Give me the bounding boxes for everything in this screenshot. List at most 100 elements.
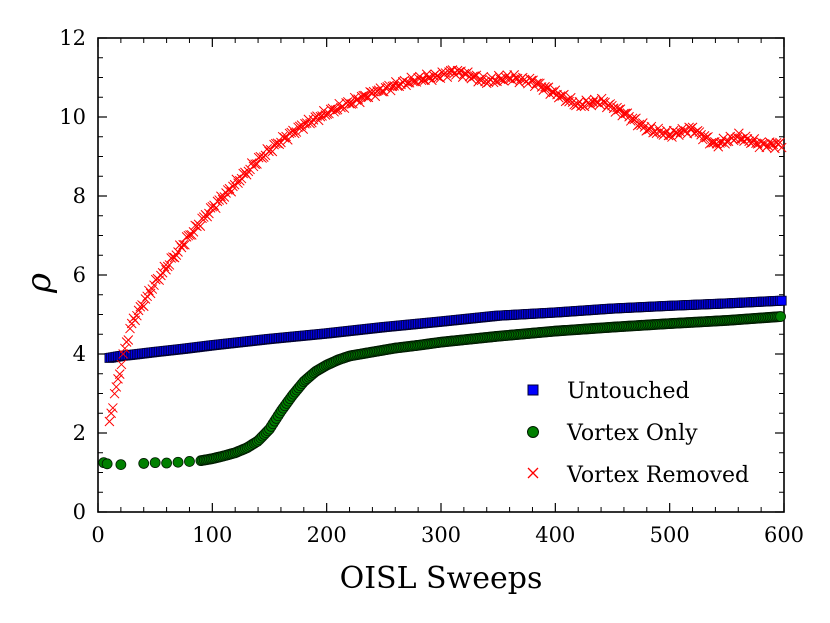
data-point [370, 91, 381, 102]
data-point [204, 208, 214, 219]
data-point [115, 459, 127, 471]
data-point [166, 253, 177, 263]
data-point [442, 72, 453, 82]
data-point [111, 382, 122, 392]
x-tick-label: 100 [192, 523, 232, 547]
data-point [742, 133, 753, 144]
x-tick-labels: 0 100 200 300 400 500 600 [91, 523, 804, 547]
data-point [108, 403, 118, 413]
legend-marker-vortex-only [527, 426, 539, 438]
y-tick-label: 6 [73, 263, 86, 287]
data-point [733, 128, 744, 139]
series-vortex-removed [104, 65, 787, 427]
data-point [775, 311, 786, 322]
data-point [233, 178, 243, 189]
x-tick-label: 400 [535, 523, 575, 547]
data-point [469, 71, 480, 81]
data-point [138, 458, 150, 469]
data-point [418, 74, 429, 85]
data-point [711, 138, 722, 149]
data-point [184, 456, 195, 467]
x-axis-title: OISL Sweeps [340, 561, 543, 596]
series-untouched [104, 295, 787, 363]
data-point [625, 116, 636, 126]
data-point [703, 131, 713, 142]
data-point [188, 227, 199, 237]
data-point [615, 104, 626, 115]
data-point [125, 323, 135, 334]
x-tick-label: 200 [307, 523, 347, 547]
data-point [694, 127, 705, 137]
legend-item-vortex-removed: Vortex Removed [527, 463, 749, 488]
data-point [653, 123, 664, 134]
data-point [454, 66, 465, 77]
x-tick-label: 600 [764, 523, 804, 547]
data-point [202, 211, 213, 222]
data-point [673, 130, 684, 141]
data-point [217, 194, 228, 205]
data-point [306, 117, 317, 128]
data-point [172, 456, 184, 468]
data-point [186, 230, 197, 240]
data-point [164, 260, 175, 270]
data-point [416, 75, 427, 86]
y-tick-label: 0 [73, 500, 86, 524]
data-point [241, 169, 252, 180]
y-tick-labels: 0 2 4 6 8 10 12 [59, 26, 86, 524]
data-point [776, 142, 787, 153]
data-point [161, 457, 173, 469]
x-tick-label: 500 [650, 523, 690, 547]
data-marks [98, 65, 787, 471]
tick-marks [97, 37, 785, 513]
data-point [262, 144, 273, 154]
data-point [330, 105, 341, 116]
data-point [459, 68, 470, 79]
data-point [171, 250, 182, 261]
data-point [288, 125, 298, 136]
data-point [607, 100, 617, 111]
data-point [149, 457, 161, 469]
data-point [598, 96, 609, 107]
data-point [104, 416, 115, 427]
data-point [114, 369, 125, 380]
data-point [161, 264, 171, 275]
data-point [392, 81, 403, 91]
data-point [132, 310, 142, 321]
data-point [180, 239, 190, 250]
data-point [101, 458, 113, 470]
data-point [123, 335, 134, 345]
data-point [169, 252, 180, 263]
data-point [776, 295, 787, 306]
y-tick-label: 4 [73, 342, 86, 366]
data-point [586, 100, 597, 111]
data-point [116, 359, 127, 370]
legend-marker-vortex-removed [527, 467, 539, 479]
legend-marker-untouched [527, 384, 539, 396]
data-point [687, 122, 698, 133]
data-point [641, 126, 652, 136]
data-point [646, 121, 657, 132]
data-point [276, 137, 286, 148]
data-point [195, 221, 206, 231]
y-tick-label: 12 [59, 26, 86, 50]
data-point [118, 349, 129, 359]
data-point [109, 388, 120, 399]
data-point [704, 138, 715, 149]
data-point [495, 74, 506, 85]
legend-label-vortex-removed: Vortex Removed [566, 463, 749, 488]
y-tick-label: 8 [73, 184, 86, 208]
data-point [178, 239, 189, 250]
series-vortex-only [98, 311, 786, 471]
legend: Untouched Vortex Only Vortex Removed [527, 379, 749, 488]
data-point [106, 408, 117, 419]
data-point [747, 137, 758, 148]
y-axis-title: ρ [19, 273, 59, 294]
data-point [346, 99, 357, 109]
data-point [613, 104, 624, 115]
data-point [226, 186, 237, 197]
data-point [120, 343, 130, 354]
data-point [210, 203, 221, 214]
y-tick-label: 2 [73, 421, 86, 445]
y-tick-label: 10 [59, 105, 86, 129]
